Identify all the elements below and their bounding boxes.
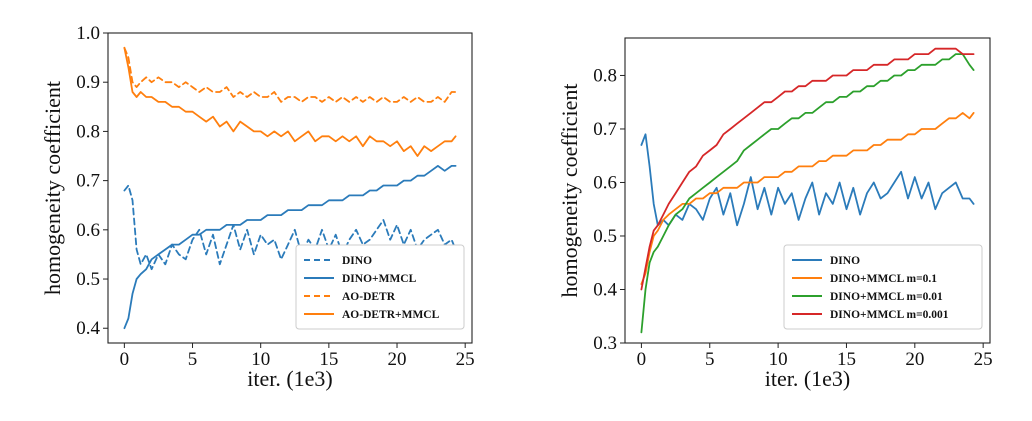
legend-label: DINO+MMCL m=0.1 (830, 273, 937, 285)
legend: DINO DINO+MMCL AO-DETR AO-DETR+MMCL (295, 244, 465, 330)
series-line-dino-mmcl-m-0-01 (640, 53, 975, 334)
series-line-dino-mmcl-m-0-001 (640, 47, 975, 291)
series-line-ao-detr-mmcl (123, 46, 457, 157)
x-tick-label: 25 (456, 349, 475, 370)
series-line-ao-detr (123, 46, 457, 103)
series-group (640, 47, 975, 334)
x-tick-label: 25 (974, 349, 993, 370)
x-axis-label: iter. (1e3) (247, 366, 333, 391)
legend-label: DINO+MMCL m=0.01 (830, 291, 943, 303)
y-tick-label: 0.8 (593, 65, 617, 86)
x-tick-label: 20 (388, 349, 407, 370)
y-tick-label: 0.5 (593, 226, 617, 247)
y-tick-label: 0.5 (76, 269, 100, 290)
left-chart-panel: 0 5 10 15 20 25 0.4 0.5 0.6 0.7 0.8 0.9 1.0 iter. (1e… (40, 23, 475, 391)
plot-frame (107, 32, 473, 344)
legend-label: DINO+MMCL m=0.001 (830, 309, 949, 321)
right-chart-panel: 0 5 10 15 20 25 0.3 0.4 0.5 0.6 0.7 0.8 iter. (1e3) h… (557, 37, 993, 391)
legend-label: DINO+MMCL (342, 273, 417, 285)
plot-frame (624, 37, 991, 344)
x-tick-label: 5 (705, 349, 715, 370)
series-group (123, 46, 457, 330)
y-axis-label: homogeneity coefficient (40, 81, 65, 295)
x-tick-label: 20 (905, 349, 924, 370)
x-tick-label: 15 (837, 349, 856, 370)
series-line-dino (640, 133, 975, 227)
y-tick-label: 0.7 (593, 119, 617, 140)
legend-label: AO-DETR+MMCL (342, 309, 440, 321)
series-line-dino (123, 184, 457, 271)
x-tick-label: 10 (251, 349, 270, 370)
y-tick-label: 0.9 (76, 72, 100, 93)
y-tick-label: 0.4 (593, 279, 617, 300)
y-tick-label: 0.4 (76, 318, 100, 339)
x-axis-label: iter. (1e3) (765, 366, 851, 391)
y-tick-label: 0.6 (76, 220, 100, 241)
x-tick-label: 0 (637, 349, 647, 370)
y-axis-label: homogeneity coefficient (557, 83, 582, 297)
x-tick-label: 5 (188, 349, 198, 370)
legend-box (295, 244, 465, 330)
x-tick-label: 0 (120, 349, 130, 370)
y-tick-label: 0.7 (76, 171, 100, 192)
x-tick-label: 10 (769, 349, 788, 370)
legend-box (783, 244, 983, 330)
legend-label: DINO (830, 255, 860, 267)
y-tick-label: 0.8 (76, 121, 100, 142)
y-tick-label: 1.0 (76, 23, 100, 44)
y-tick-label: 0.6 (593, 172, 617, 193)
legend-label: DINO (342, 255, 372, 267)
y-tick-label: 0.3 (593, 333, 617, 354)
series-line-dino-mmcl (123, 164, 457, 330)
x-tick-label: 15 (319, 349, 338, 370)
legend: DINO DINO+MMCL m=0.1 DINO+MMCL m=0.01 DINO+… (783, 244, 983, 330)
legend-label: AO-DETR (342, 291, 396, 303)
